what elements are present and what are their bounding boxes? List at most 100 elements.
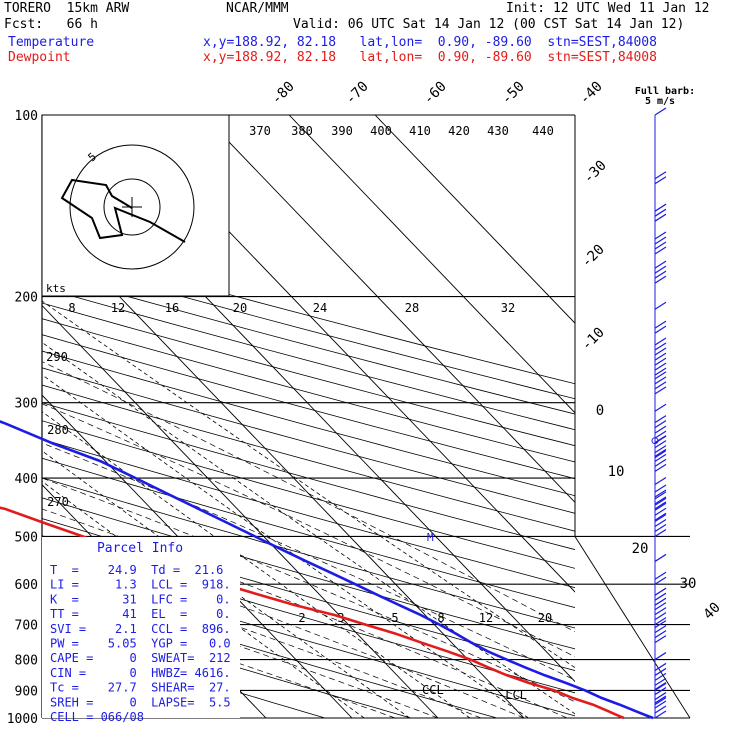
wind-barb [654,171,667,185]
parcel-row: CIN = 0 HWBZ= 4616. [50,666,231,680]
wind-barb [654,587,667,606]
wind-barb [654,301,667,310]
mixing-ratio-label: 5 [391,611,398,625]
wind-barb [654,337,667,356]
parcel-row: SREH = 0 LAPSE= 5.5 [50,695,231,709]
wind-barb [654,320,667,334]
parcel-box [42,537,240,718]
agency-label: NCAR/MMM [226,1,289,16]
mixing-ratio-line [42,341,575,715]
isotherm-label: -50 [499,79,528,108]
wind-barb [654,231,667,255]
wind-barb [654,620,667,644]
wind-barb [654,695,667,719]
hodograph-units: kts [46,282,66,295]
pressure-tick-label: 600 [15,578,38,593]
theta-label: 420 [448,124,470,138]
theta-label: 270 [47,495,69,509]
wind-barb [654,553,667,562]
dry-adiabat [42,497,575,650]
wind-barb [654,513,667,537]
dry-adiabat [42,318,575,463]
theta-label: 410 [409,124,431,138]
init-time: Init: 12 UTC Wed 11 Jan 12 [506,1,710,16]
dewpoint-location: x,y=188.92, 82.18 lat,lon= 0.90, -89.60 … [203,50,657,65]
wind-barb [654,484,667,498]
isotherm-label: -60 [421,79,450,108]
dry-adiabat [42,477,575,629]
wind-barb [654,203,667,222]
moist-adiabat [42,597,396,718]
isotherm [288,115,575,414]
wind-barb [654,415,667,429]
parcel-row: Tc = 27.7 SHEAR= 27. [50,681,231,695]
calm-marker [651,437,659,445]
hodograph-ring [103,178,161,236]
theta-label: 400 [370,124,392,138]
mixing-ratio-label: 12 [479,611,493,625]
dry-adiabat [42,302,575,447]
mixing-ratio-label: 28 [405,301,419,315]
pressure-tick-label: 300 [15,397,38,412]
wind-barb [654,260,667,284]
forecast-hour: Fcst: 66 h [4,17,98,32]
mixing-ratio-label: 20 [233,301,247,315]
mark-label: M [427,531,434,544]
wind-barb [654,682,667,706]
wind-barb [654,477,667,486]
pressure-tick-label: 700 [15,619,38,634]
mixing-ratio-label: 24 [313,301,327,315]
mixing-ratio-line [42,300,575,669]
wind-barb [654,352,667,376]
model-label: TORERO 15km ARW [4,1,130,16]
pressure-tick-label: 500 [15,530,38,545]
wind-barb [654,425,667,444]
temperature-profile [0,420,654,720]
theta-label: 380 [291,124,313,138]
dry-adiabat [42,583,499,718]
dry-adiabat [42,287,575,431]
barb-legend-2: 5 m/s [645,96,675,107]
hodograph-ring [69,144,195,270]
wind-barb [654,371,667,395]
dry-adiabat [42,350,575,497]
pressure-tick-label: 400 [15,472,38,487]
mixing-ratio-label: 16 [165,301,179,315]
pressure-tick-label: 200 [15,291,38,306]
parcel-row: CAPE = 0 SWEAT= 212 [50,651,231,665]
isotherm-label: 20 [632,541,649,557]
wind-barb [654,491,667,510]
wind-barb [654,652,667,661]
isotherm-label: 40 [701,600,724,623]
pressure-tick-label: 1000 [7,712,38,727]
theta-label: 280 [47,423,69,437]
isotherm-label: 10 [608,464,625,480]
lcl-label: -LCL [498,688,527,702]
parcel-row: TT = 41 EL = 0. [50,607,231,621]
dewpoint-legend: Dewpoint [8,50,71,65]
mixing-ratio-label: 8 [68,301,75,315]
parcel-title: Parcel Info [97,541,183,556]
mixing-ratio-label: 2 [298,611,305,625]
parcel-row: T = 24.9 Td = 21.6 [50,563,223,577]
isotherm-label: 0 [596,403,604,419]
theta-label: 440 [532,124,554,138]
wind-barb [654,448,667,472]
dry-adiabat [42,242,575,385]
isotherm [0,115,8,718]
mixing-ratio-label: 32 [501,301,515,315]
isotherm-label: -20 [579,242,608,271]
hodograph-trace [60,178,186,243]
wind-barb [654,672,667,691]
wind-barb [654,435,667,459]
theta-label: 430 [487,124,509,138]
pressure-tick-label: 800 [15,654,38,669]
isotherm-label: 30 [680,576,697,592]
parcel-row: SVI = 2.1 CCL = 896. [50,622,231,636]
ccl-label: CCL- [422,683,451,697]
isotherm-label: -70 [343,79,372,108]
parcel-row: PW = 5.05 YGP = 0.0 [50,637,231,651]
theta-label: 370 [249,124,271,138]
mixing-ratio-label: 8 [437,611,444,625]
